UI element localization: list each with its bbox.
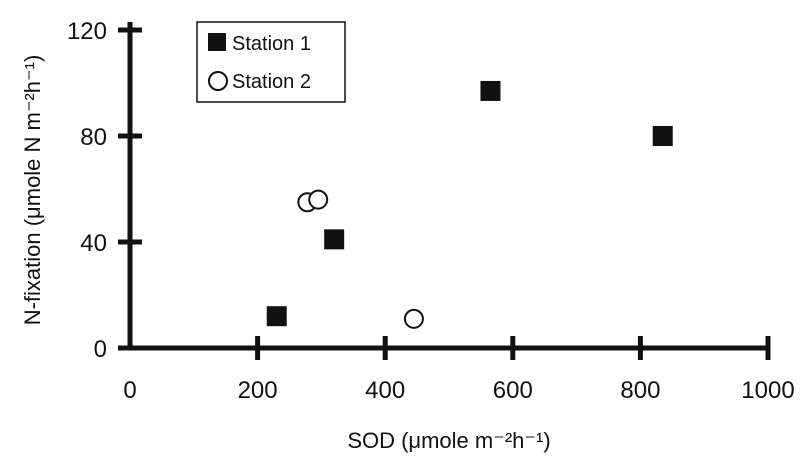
legend-marker-station-2	[208, 71, 228, 91]
y-tick-label: 80	[80, 124, 107, 151]
data-points	[266, 80, 673, 329]
x-tick-label: 600	[493, 377, 533, 404]
x-tick-label: 400	[365, 377, 405, 404]
data-point-station-1	[324, 229, 345, 250]
axes	[127, 22, 768, 351]
y-tick-label: 120	[67, 18, 107, 45]
legend-label-station-2: Station 2	[232, 71, 311, 93]
data-point-station-1	[480, 80, 501, 101]
data-point-station-1	[652, 126, 673, 146]
legend: Station 1 Station 2	[196, 21, 346, 103]
x-tick-label: 800	[620, 377, 660, 404]
x-tick-label: 0	[123, 377, 136, 404]
x-tick-label: 1000	[741, 377, 794, 404]
legend-marker-station-1	[208, 33, 226, 51]
x-tick-label: 200	[238, 377, 278, 404]
legend-label-station-1: Station 1	[232, 33, 311, 55]
data-point-station-2	[308, 189, 329, 210]
y-tick-label: 40	[80, 230, 107, 257]
data-point-station-1	[266, 306, 287, 327]
y-tick-label: 0	[94, 336, 107, 363]
x-axis-label: SOD (μmole m⁻²h⁻¹)	[347, 428, 550, 453]
tick-labels: 0 200 400 600 800 1000 0 40 80 120	[67, 18, 795, 404]
data-point-station-2	[403, 308, 424, 329]
ticks	[118, 27, 771, 360]
y-axis-label: N-fixation (μmole N m⁻²h⁻¹)	[20, 55, 45, 326]
